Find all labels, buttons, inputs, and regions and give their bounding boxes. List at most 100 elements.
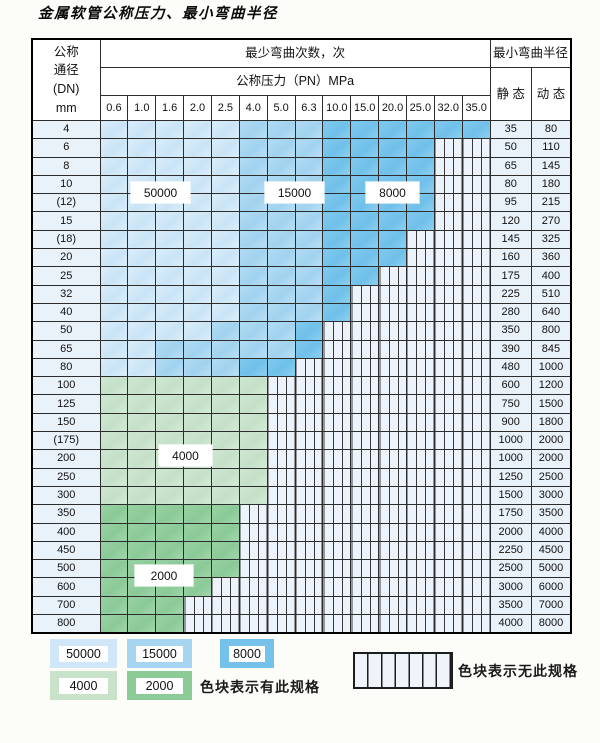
no-spec-cell: [266, 614, 296, 634]
spec-cell: [322, 211, 352, 231]
no-spec-cell: [461, 229, 491, 250]
spec-cell: [99, 248, 129, 268]
no-spec-cell: [461, 248, 491, 268]
no-spec-cell: [238, 595, 268, 616]
no-spec-cell: [266, 431, 296, 451]
spec-cell: [238, 412, 268, 433]
spec-cell: [127, 266, 157, 286]
no-spec-cell: [378, 357, 407, 378]
spec-cell: [266, 229, 296, 250]
spec-cell: [99, 504, 129, 524]
spec-cell: [127, 614, 157, 634]
dn-cell: 600: [31, 577, 101, 597]
corner-header-line: mm: [55, 100, 77, 115]
no-spec-cell: [461, 540, 491, 561]
no-spec-cell: [238, 504, 268, 524]
spec-cell: [322, 302, 352, 323]
dynamic-radius-cell: 3000: [530, 485, 572, 506]
no-spec-cell: [461, 193, 491, 213]
static-radius-cell: 65: [489, 156, 532, 176]
dynamic-radius-cell: 2500: [530, 467, 572, 487]
spec-cell: [127, 485, 157, 506]
pressure-col-header: 1.0: [127, 95, 157, 121]
static-radius-cell: 120: [489, 211, 532, 231]
no-spec-cell: [294, 614, 324, 634]
dynamic-radius-cell: 2000: [530, 431, 572, 451]
dynamic-radius-cell: 510: [530, 284, 572, 304]
static-radius-cell: 1000: [489, 449, 532, 469]
legend-swatch-label: 2000: [136, 677, 183, 694]
no-spec-cell: [405, 595, 435, 616]
no-spec-cell: [378, 614, 407, 634]
no-spec-cell: [266, 485, 296, 506]
spec-cell: [294, 284, 324, 304]
spec-cell: [350, 211, 380, 231]
corner-header-line: 公称: [53, 44, 79, 59]
dn-cell: 350: [31, 504, 101, 524]
dn-cell: 32: [31, 284, 101, 304]
dynamic-radius-cell: 4000: [530, 522, 572, 542]
no-spec-cell: [266, 595, 296, 616]
dn-cell: 500: [31, 559, 101, 579]
static-radius-cell: 50: [489, 138, 532, 158]
no-spec-cell: [433, 540, 463, 561]
dn-cell: 25: [31, 266, 101, 286]
spec-cell: [238, 119, 268, 140]
dn-cell: 250: [31, 467, 101, 487]
no-spec-cell: [238, 559, 268, 579]
dynamic-radius-cell: 1500: [530, 394, 572, 414]
corner-header-line: 通径: [53, 63, 79, 78]
dynamic-radius-cell: 1200: [530, 376, 572, 396]
spec-cell: [322, 174, 352, 195]
no-spec-cell: [378, 394, 407, 414]
spec-cell: [210, 119, 240, 140]
static-radius-cell: 2500: [489, 559, 532, 579]
spec-cell: [378, 119, 407, 140]
dn-cell: 20: [31, 248, 101, 268]
no-spec-cell: [378, 412, 407, 433]
no-spec-cell: [266, 559, 296, 579]
no-spec-cell: [378, 339, 407, 359]
no-spec-cell: [266, 394, 296, 414]
static-radius-cell: 3000: [489, 577, 532, 597]
spec-cell: [183, 467, 212, 487]
spec-cell: [99, 357, 129, 378]
static-radius-cell: 1500: [489, 485, 532, 506]
no-spec-cell: [378, 577, 407, 597]
no-spec-cell: [350, 595, 380, 616]
spec-cell: [155, 284, 185, 304]
dn-cell: 50: [31, 321, 101, 341]
dn-cell: 100: [31, 376, 101, 396]
no-spec-cell: [266, 467, 296, 487]
spec-cell: [378, 211, 407, 231]
spec-cell: [155, 339, 185, 359]
dynamic-radius-cell: 400: [530, 266, 572, 286]
spec-cell: [155, 321, 185, 341]
dynamic-radius-cell: 1800: [530, 412, 572, 433]
no-spec-cell: [322, 577, 352, 597]
spec-cell: [210, 485, 240, 506]
dynamic-radius-cell: 2000: [530, 449, 572, 469]
spec-cell: [378, 138, 407, 158]
no-spec-cell: [238, 577, 268, 597]
table-row: 15 120 270: [31, 211, 572, 231]
spec-cell: [350, 266, 380, 286]
pressure-col-header: 10.0: [322, 95, 352, 121]
pressure-col-header: 2.5: [210, 95, 240, 121]
no-spec-cell: [433, 412, 463, 433]
dn-cell: 700: [31, 595, 101, 616]
spec-cell: [183, 229, 212, 250]
spec-cell: [210, 339, 240, 359]
spec-cell: [322, 119, 352, 140]
spec-cell: [266, 138, 296, 158]
spec-cell: [266, 156, 296, 176]
no-spec-cell: [461, 266, 491, 286]
spec-cell: [210, 449, 240, 469]
dn-cell: (175): [31, 431, 101, 451]
no-spec-cell: [378, 449, 407, 469]
spec-cell: [238, 449, 268, 469]
spec-cell: [127, 156, 157, 176]
no-spec-cell: [378, 431, 407, 451]
spec-cell: [99, 595, 129, 616]
no-spec-cell: [294, 467, 324, 487]
